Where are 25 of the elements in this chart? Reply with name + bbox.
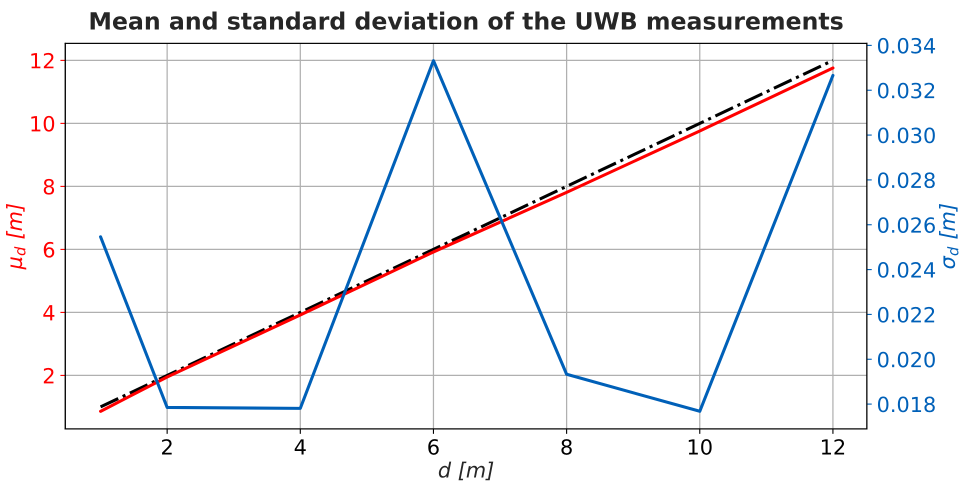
x-tick-label: 2 [162, 439, 172, 455]
x-axis-title: d [m] [438, 462, 494, 480]
y2-tick-label: 0.018 [878, 396, 935, 412]
y2-tick-label: 0.028 [878, 172, 935, 188]
y-tick-label: 8 [44, 178, 54, 195]
x-tick-label: 12 [822, 439, 844, 455]
y-tick-label: 12 [31, 52, 54, 68]
y-tick-label: 10 [31, 116, 54, 132]
y-tick-label: 4 [43, 305, 54, 320]
x-tick-label: 4 [294, 439, 306, 455]
y2-tick-label: 0.034 [878, 38, 936, 54]
y2-tick-label: 0.024 [878, 262, 936, 278]
y-tick-label: 2 [44, 368, 54, 384]
y2-tick-label: 0.032 [878, 82, 934, 98]
chart-title: Mean and standard deviation of the UWB measurements [90, 12, 843, 30]
y-tick-label: 6 [44, 242, 54, 258]
y-axis-title: μ$_{d}$ [m] [6, 204, 26, 270]
y2-tick-label: 0.026 [878, 217, 935, 233]
x-tick-label: 6 [428, 439, 439, 455]
y2-axis-title: σ$_{d}$ [m] [939, 204, 958, 268]
x-tick-label: 10 [688, 439, 712, 455]
y2-tick-label: 0.020 [878, 352, 935, 368]
x-tick-label: 8 [561, 439, 572, 455]
y2-tick-label: 0.022 [878, 306, 934, 323]
y2-tick-label: 0.030 [878, 128, 935, 144]
